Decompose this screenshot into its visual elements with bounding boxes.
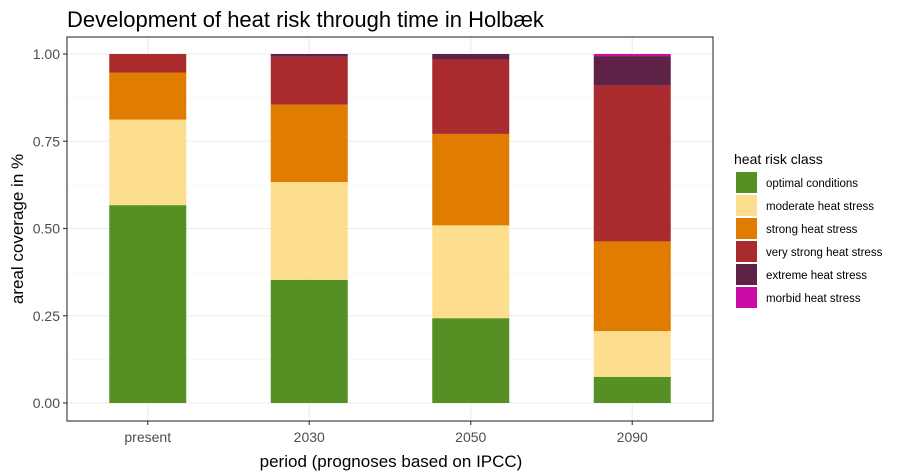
legend-label: extreme heat stress (766, 270, 867, 282)
bars (109, 54, 671, 403)
legend-label: moderate heat stress (766, 201, 874, 213)
bar-segment (109, 72, 187, 120)
legend-label: strong heat stress (766, 224, 858, 236)
legend-title: heat risk class (734, 151, 823, 167)
legend-label: very strong heat stress (766, 247, 883, 259)
legend-key (736, 287, 757, 308)
bar-segment (109, 54, 187, 73)
chart-title: Development of heat risk through time in… (67, 7, 545, 32)
legend: heat risk class optimal conditions modera… (734, 151, 883, 308)
bar-segment (593, 54, 671, 57)
bar-segment (109, 205, 187, 403)
bar-segment (270, 104, 348, 183)
x-tick-label: present (124, 429, 171, 445)
legend-key (736, 264, 757, 285)
x-tick-label: 2090 (617, 429, 648, 445)
legend-label: morbid heat stress (766, 293, 861, 305)
bar-segment (109, 119, 187, 206)
bar-segment (432, 54, 510, 60)
bar-segment (270, 279, 348, 403)
y-axis-title: areal coverage in % (8, 154, 27, 304)
bar-segment (432, 133, 510, 226)
y-tick-label: 0.75 (33, 133, 60, 149)
bar-segment (593, 241, 671, 332)
y-tick-label: 1.00 (33, 46, 60, 62)
y-tick-label: 0.00 (33, 395, 60, 411)
bar-segment (270, 54, 348, 57)
legend-key (736, 172, 757, 193)
bar-segment (432, 318, 510, 403)
legend-label: optimal conditions (766, 178, 858, 190)
bar-segment (270, 56, 348, 105)
bar-segment (593, 331, 671, 377)
bar-segment (593, 56, 671, 86)
y-axis-ticks: 0.00 0.25 0.50 0.75 1.00 (33, 46, 67, 411)
bar-segment (432, 59, 510, 134)
bar-segment (432, 225, 510, 319)
y-tick-label: 0.25 (33, 308, 60, 324)
x-tick-label: 2050 (455, 429, 486, 445)
x-tick-label: 2030 (294, 429, 325, 445)
legend-key (736, 241, 757, 262)
legend-key (736, 218, 757, 239)
x-axis-title: period (prognoses based on IPCC) (260, 452, 523, 471)
legend-key (736, 195, 757, 216)
y-tick-label: 0.50 (33, 221, 60, 237)
bar-segment (593, 85, 671, 242)
bar-segment (593, 376, 671, 403)
x-axis-ticks: present 2030 2050 2090 (124, 421, 648, 445)
bar-segment (270, 182, 348, 280)
